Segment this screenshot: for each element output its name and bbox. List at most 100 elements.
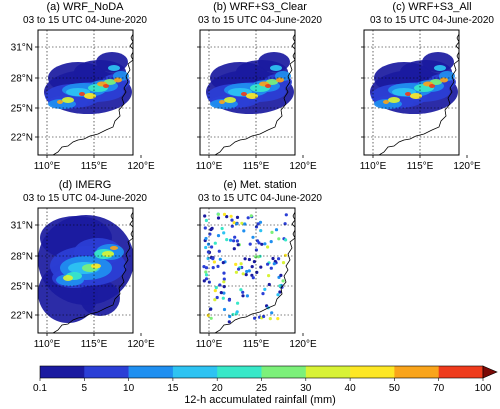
colorbar-label: 12-h accumulated rainfall (mm): [184, 394, 336, 406]
rainfall-blob: [57, 100, 63, 104]
rainfall-blob: [422, 52, 454, 72]
rainfall-blob: [265, 84, 271, 88]
colorbar-tick-label: 5: [82, 383, 88, 394]
station-dot: [227, 320, 231, 324]
station-dot: [271, 256, 275, 261]
station-dot: [248, 242, 252, 246]
colorbar-tick-label: 20: [212, 383, 224, 394]
rainfall-blob: [224, 97, 236, 103]
rainfall-blob: [84, 93, 96, 99]
station-dot: [204, 218, 208, 223]
station-dot: [263, 287, 267, 291]
station-dot: [204, 277, 209, 281]
station-dot: [222, 277, 226, 281]
panel-wrf-s3-all: (c) WRF+S3_All 03 to 15 UTC 04-June-2020…: [360, 1, 495, 172]
colorbar-tick-label: 0.1: [33, 383, 47, 394]
station-dot: [240, 221, 244, 225]
station-dot: [222, 231, 226, 235]
colorbar-segment: [305, 366, 351, 378]
panel-title: (b) WRF+S3_Clear: [213, 1, 307, 13]
rainfall-blob: [430, 79, 442, 85]
lon-tick-label: 120°E: [127, 339, 155, 350]
rainfall-blob: [96, 52, 128, 72]
lat-tick-label: 22°N: [11, 311, 33, 322]
station-dot: [228, 314, 232, 319]
lon-tick-label: 115°E: [81, 339, 108, 350]
coastline: [378, 33, 459, 155]
station-dot: [235, 215, 240, 219]
station-dot: [222, 307, 227, 312]
station-dot: [243, 257, 247, 261]
map-content: [200, 208, 295, 333]
station-dot: [276, 293, 280, 297]
station-dot: [204, 245, 208, 250]
station-dot: [277, 257, 281, 261]
station-dot: [259, 229, 263, 233]
lon-tick-label: 110°E: [34, 161, 61, 172]
colorbar-segment: [350, 366, 395, 378]
station-dot: [231, 312, 235, 317]
station-dot: [216, 264, 220, 268]
rainfall-blob: [410, 93, 422, 99]
station-dot: [274, 228, 279, 232]
station-dot: [213, 241, 217, 245]
rainfall-blob: [219, 100, 225, 104]
panel-subtitle: 03 to 15 UTC 04-June-2020: [370, 15, 494, 26]
station-dot: [204, 273, 209, 277]
station-dot: [252, 260, 256, 264]
coastline: [52, 211, 133, 333]
station-dot: [219, 291, 223, 295]
lon-tick-label: 120°E: [289, 339, 317, 350]
station-dot: [222, 271, 226, 275]
panel-subtitle: 03 to 15 UTC 04-June-2020: [198, 193, 322, 204]
station-dot: [241, 272, 245, 276]
station-dot: [207, 280, 211, 284]
station-dot: [232, 239, 236, 243]
lon-tick-label: 110°E: [360, 161, 387, 172]
panel-wrf-noda: (a) WRF_NoDA 03 to 15 UTC 04-June-2020 3…: [11, 1, 155, 172]
colorbar-tick-label: 10: [123, 383, 135, 394]
map-plot: 110°E 115°E 120°E: [196, 29, 317, 172]
rainfall-blob: [270, 65, 282, 71]
colorbar-segment: [217, 366, 262, 378]
station-dot: [247, 257, 251, 262]
rainfall-blob: [241, 92, 247, 96]
map-content: [200, 30, 295, 155]
map-content: [38, 208, 145, 333]
taiwan-outline: [136, 286, 145, 308]
station-dot: [229, 238, 233, 242]
station-dot: [259, 265, 263, 269]
lon-tick-label: 110°E: [34, 339, 61, 350]
station-dot: [214, 286, 218, 290]
station-dot: [213, 289, 217, 293]
station-dot: [206, 242, 211, 246]
station-dot: [247, 269, 251, 273]
station-dot: [204, 266, 209, 270]
station-dot: [263, 242, 267, 246]
lon-tick-label: 115°E: [243, 339, 270, 350]
rainfall-blob: [434, 65, 446, 71]
station-dot: [251, 276, 255, 280]
rainfall-blob: [383, 100, 389, 104]
station-dot: [256, 222, 260, 226]
station-dot: [249, 214, 253, 218]
station-dot: [222, 280, 226, 284]
station-dot: [239, 288, 243, 292]
panel-subtitle: 03 to 15 UTC 04-June-2020: [23, 193, 147, 204]
map-plot: 31°N 28°N 25°N 22°N 110°E 115°E 120°E: [11, 29, 155, 172]
station-dot: [255, 239, 260, 243]
station-dot: [262, 314, 266, 319]
rainfall-blob: [103, 84, 109, 88]
rainfall-blob: [102, 251, 114, 257]
station-dot: [220, 226, 224, 231]
lat-tick-label: 31°N: [11, 43, 33, 54]
station-dot: [255, 270, 259, 274]
station-dot: [266, 262, 270, 266]
colorbar-segment: [172, 366, 218, 378]
taiwan-outline: [462, 108, 471, 130]
station-dot: [204, 236, 208, 241]
station-dot: [230, 224, 234, 228]
rainfall-blob: [405, 92, 411, 96]
station-dot: [222, 212, 227, 216]
